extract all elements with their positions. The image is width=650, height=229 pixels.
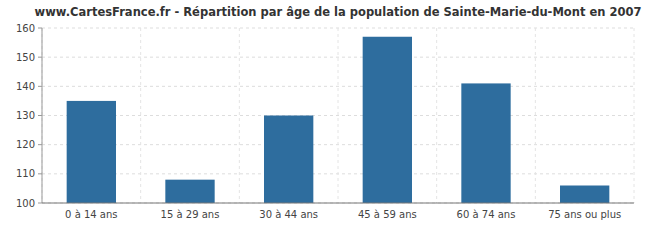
y-tick (38, 203, 42, 204)
y-tick-label: 150 (16, 52, 35, 63)
bars (67, 37, 610, 203)
bar (461, 83, 510, 203)
y-tick (38, 115, 42, 116)
y-tick-label: 100 (16, 198, 35, 209)
y-tick (38, 144, 42, 145)
grid-line (42, 203, 634, 204)
bar (264, 116, 313, 204)
grid-separator (239, 28, 240, 203)
x-tick-label: 45 à 59 ans (358, 209, 417, 220)
x-tick-label: 30 à 44 ans (259, 209, 318, 220)
y-tick-label: 140 (16, 81, 35, 92)
y-tick-label: 130 (16, 110, 35, 121)
bar (67, 101, 116, 203)
grid-separator (140, 28, 141, 203)
grid-line (42, 86, 634, 87)
y-tick-label: 120 (16, 139, 35, 150)
title: www.CartesFrance.fr - Répartition par âg… (35, 5, 642, 19)
y-tick (38, 173, 42, 174)
bar (363, 37, 412, 203)
grid-separator (535, 28, 536, 203)
y-tick-label: 160 (16, 23, 35, 34)
bar (165, 180, 214, 203)
y-tick-label: 110 (16, 168, 35, 179)
grid-separator (338, 28, 339, 203)
x-tick-label: 15 à 29 ans (161, 209, 220, 220)
chart-container: www.CartesFrance.fr - Répartition par âg… (0, 0, 650, 229)
grid-separator (634, 28, 635, 203)
x-tick-label: 60 à 74 ans (457, 209, 516, 220)
grid-line (42, 115, 634, 116)
y-tick (38, 57, 42, 58)
bar (560, 186, 609, 204)
grid-separator (436, 28, 437, 203)
chart-svg: www.CartesFrance.fr - Répartition par âg… (0, 0, 650, 229)
axes: 100 110 120 130 140 150 160 0 à 14 ans 15 à 29 a… (16, 23, 634, 221)
grid (42, 28, 634, 203)
x-tick-label: 75 ans ou plus (548, 209, 621, 220)
x-tick-label: 0 à 14 ans (65, 209, 117, 220)
grid-line (42, 57, 634, 58)
y-tick (38, 28, 42, 29)
y-tick (38, 86, 42, 87)
x-axis-line (42, 203, 634, 204)
